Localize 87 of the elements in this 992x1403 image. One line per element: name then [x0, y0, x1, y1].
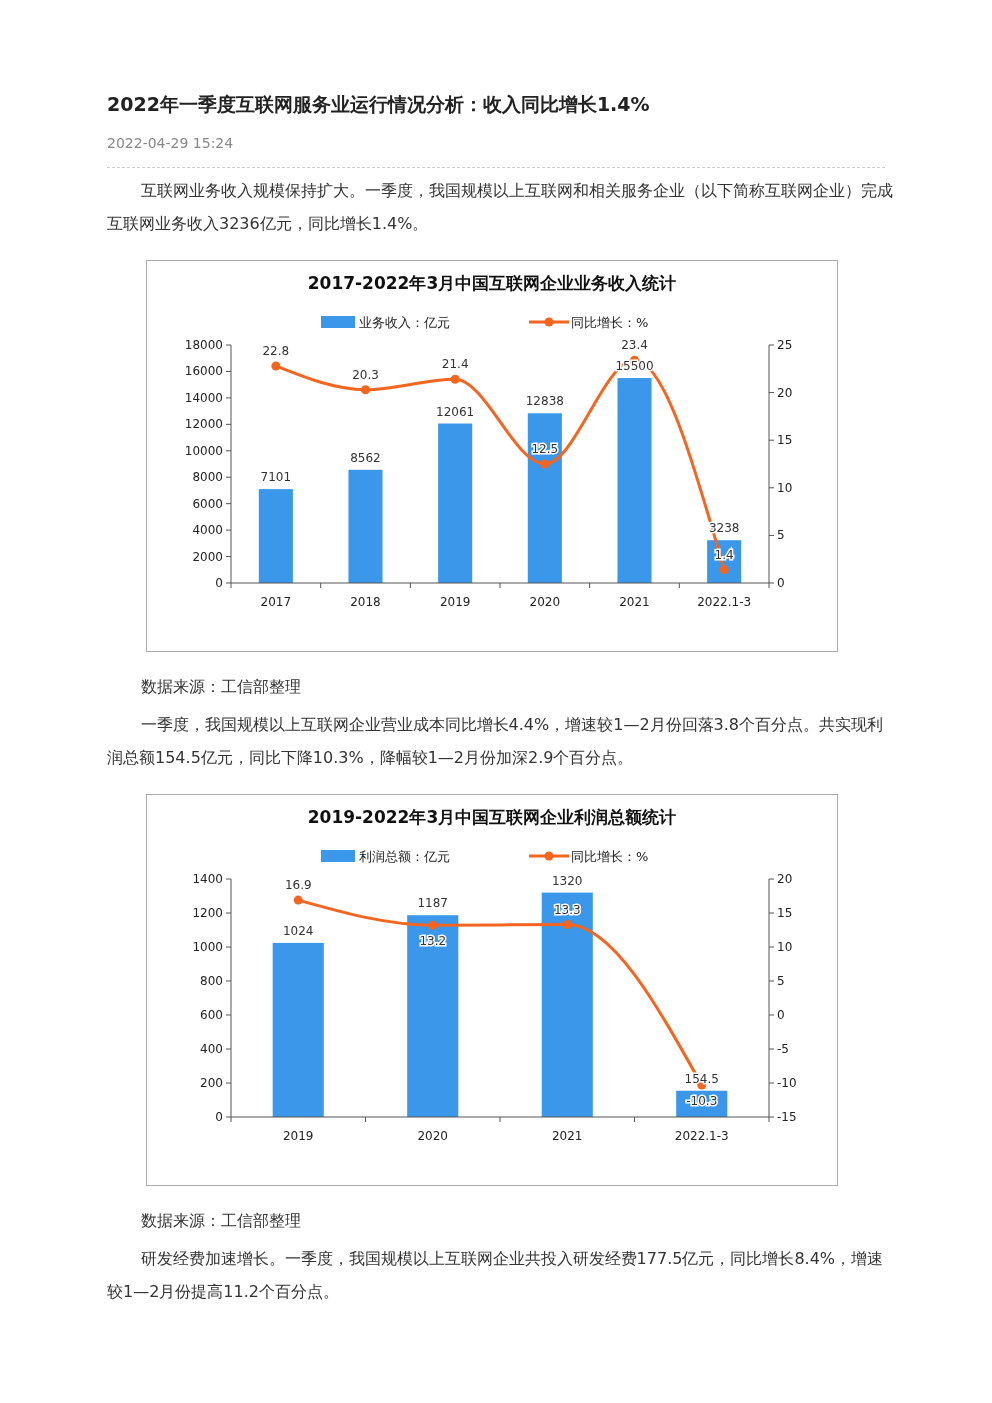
data-label: 13.3 [553, 902, 581, 917]
y-tick-label: 8000 [192, 470, 223, 485]
y-tick-label: 18000 [184, 338, 223, 352]
point [719, 565, 729, 575]
x-tick-label: 2021 [619, 595, 650, 609]
data-label: 1187 [417, 896, 449, 911]
data-label: 12061 [436, 404, 475, 419]
data-label: 22.8 [262, 343, 290, 358]
text: 2022年一季度互联网服务业运行情况分析：收入同比增长1.4% [107, 92, 650, 117]
data-label: 12.5 [531, 442, 559, 456]
point [562, 920, 572, 930]
y-tick-label: 6000 [192, 496, 223, 511]
y2-tick-label: 15 [777, 906, 793, 920]
y2-tick-label: -5 [777, 1042, 789, 1056]
data-label: 16.9 [284, 878, 312, 893]
data-label: 13.2 [419, 934, 447, 949]
y-tick-label: 400 [200, 1042, 223, 1056]
source-note: 数据来源：工信部整理 [139, 1210, 302, 1232]
y-tick-label: 16000 [184, 364, 223, 379]
x-tick-label: 2021 [551, 1129, 583, 1143]
y2-tick-label: 20 [777, 872, 793, 886]
bar [541, 892, 593, 1117]
text: 研发经费加速增长。一季度，我国规模以上互联网企业共投入研发经费177.5亿元，同比增长8.4%，增速较1—2月份提高11.2个百分点。 [107, 1248, 885, 1303]
y2-tick-label: -10 [777, 1076, 797, 1090]
bar [272, 942, 324, 1117]
x-tick-label: 2017 [260, 595, 292, 609]
legend-label: 利润总额：亿元 [359, 849, 450, 864]
x-tick-label: 2018 [350, 595, 381, 609]
x-tick-label: 2019 [439, 595, 471, 609]
y-tick-label: 1400 [192, 872, 223, 886]
y-tick-label: 800 [200, 974, 223, 988]
y2-tick-label: 25 [777, 338, 793, 352]
data-label: 12838 [525, 394, 564, 409]
point [361, 385, 370, 395]
legend-label: 同比增长：% [571, 849, 649, 864]
x-tick-label: 2020 [417, 1129, 449, 1143]
data-label: 1024 [282, 923, 314, 938]
chart-title: 2017-2022年3月中国互联网企业业务收入统计 [307, 273, 677, 293]
chart-title: 2019-2022年3月中国互联网企业利润总额统计 [307, 807, 677, 827]
y-tick-label: 10000 [184, 443, 223, 458]
y-tick-label: 4000 [192, 523, 223, 538]
y-tick-label: 200 [200, 1076, 223, 1090]
data-label: 20.3 [352, 367, 379, 382]
bar [407, 915, 459, 1117]
source-note: 数据来源：工信部整理 [139, 676, 302, 698]
y2-tick-label: 15 [777, 433, 793, 448]
text: 互联网业务收入规模保持扩大。一季度，我国规模以上互联网和相关服务企业（以下简称互联网企业）完成互联网业务收入3236亿元，同比增长1.4%。 [107, 180, 893, 235]
text: 一季度，我国规模以上互联网企业营业成本同比增长4.4%，增速较1—2月份回落3.8个百分点。共实现利润总额154.5亿元，同比下降10.3%，降幅较1—2月份加深2.9个百分点。 [107, 714, 885, 769]
y2-tick-label: -15 [777, 1110, 797, 1124]
data-label: 21.4 [441, 357, 469, 372]
y2-tick-label: 5 [777, 528, 785, 543]
legend-label: 业务收入：亿元 [359, 315, 450, 330]
y-tick-label: 1000 [192, 940, 223, 954]
bar [348, 469, 383, 583]
x-tick-label: 2020 [529, 595, 561, 609]
bar [258, 489, 293, 583]
data-label: 8562 [350, 450, 381, 465]
y2-tick-label: 20 [777, 385, 793, 400]
y2-tick-label: 10 [777, 940, 793, 954]
point [540, 459, 550, 469]
data-label: 23.4 [621, 338, 648, 353]
data-label: 7101 [260, 470, 292, 485]
y-tick-label: 1200 [192, 906, 223, 920]
bar [438, 423, 473, 583]
text: 2022-04-29 15:24 [107, 135, 234, 151]
data-label: 1320 [551, 873, 583, 888]
y2-tick-label: 10 [777, 480, 793, 495]
x-tick-label: 2022.1-3 [697, 595, 752, 609]
bar [527, 413, 562, 583]
point [271, 361, 281, 371]
y-tick-label: 600 [200, 1008, 223, 1022]
y2-tick-label: 0 [777, 1008, 785, 1022]
y2-tick-label: 5 [777, 974, 785, 988]
y-tick-label: 12000 [184, 417, 223, 432]
y-tick-label: 14000 [184, 390, 223, 405]
x-tick-label: 2022.1-3 [674, 1129, 729, 1143]
data-label: -10.3 [686, 1094, 718, 1109]
x-tick-label: 2019 [282, 1129, 314, 1143]
legend-label: 同比增长：% [571, 315, 649, 330]
point [450, 374, 460, 384]
y2-tick-label: 0 [777, 576, 785, 590]
point [293, 895, 303, 905]
y-tick-label: 0 [215, 1110, 223, 1124]
point [428, 920, 438, 930]
y-tick-label: 0 [215, 576, 223, 590]
bar [617, 378, 652, 583]
y-tick-label: 2000 [192, 549, 223, 564]
